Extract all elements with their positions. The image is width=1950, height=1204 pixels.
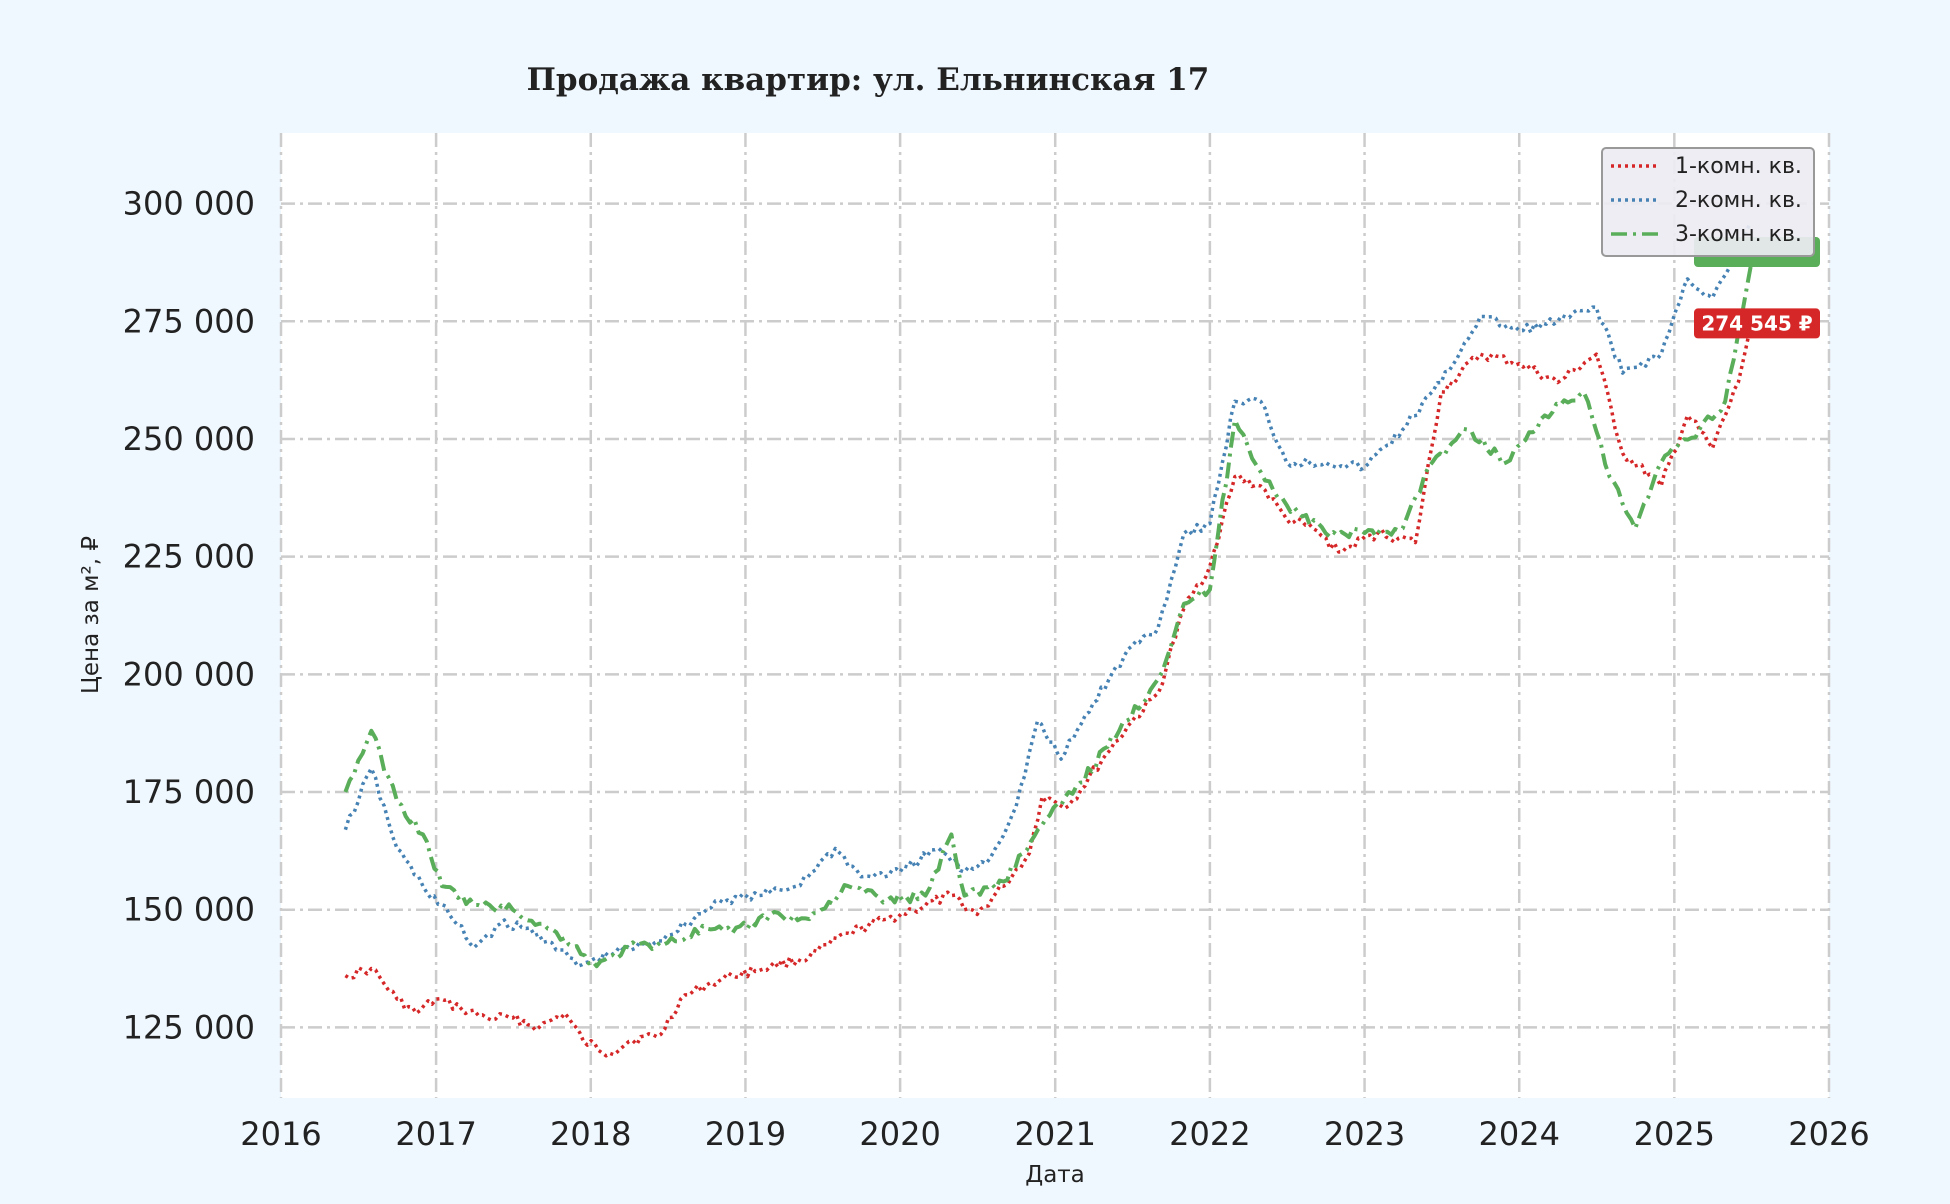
- x-tick-label: 2019: [705, 1115, 786, 1153]
- y-tick-label: 250 000: [123, 420, 255, 458]
- y-tick-label: 275 000: [123, 302, 255, 340]
- legend[interactable]: 1-комн. кв. 2-комн. кв. 3-комн. кв.: [1601, 147, 1815, 257]
- legend-label[interactable]: 1-комн. кв.: [1675, 154, 1802, 179]
- x-tick-label: 2025: [1634, 1115, 1715, 1153]
- legend-box: [1601, 147, 1815, 257]
- series-group: [343, 221, 1753, 1058]
- grid: [279, 133, 1831, 1098]
- y-tick-label: 150 000: [123, 891, 255, 929]
- series-line-3: [343, 264, 1753, 969]
- x-tick-label: 2023: [1324, 1115, 1405, 1153]
- x-tick-label: 2018: [550, 1115, 631, 1153]
- chart-title: Продажа квартир: ул. Ельнинская 17: [527, 62, 1210, 98]
- end-value-label: 274 545 ₽: [1701, 311, 1812, 335]
- legend-label[interactable]: 3-комн. кв.: [1675, 222, 1802, 247]
- x-axis-label: Дата: [1025, 1162, 1085, 1188]
- x-tick-label: 2016: [240, 1115, 321, 1153]
- x-tick-label: 2017: [395, 1115, 476, 1153]
- end-value-badge: [1694, 308, 1820, 339]
- y-axis-label: Цена за м², ₽: [78, 536, 104, 694]
- x-tick-label: 2020: [859, 1115, 940, 1153]
- legend-label[interactable]: 2-комн. кв.: [1675, 188, 1802, 213]
- x-tick-label: 2026: [1788, 1115, 1869, 1153]
- y-tick-label: 125 000: [123, 1008, 255, 1046]
- series-line-2: [343, 221, 1753, 968]
- axis-ticks: 2016 2017 2018 2019 2020 2021 2022 2023 2024 2025…: [123, 185, 1870, 1153]
- x-tick-label: 2024: [1479, 1115, 1560, 1153]
- x-tick-label: 2021: [1014, 1115, 1095, 1153]
- y-tick-label: 225 000: [123, 538, 255, 576]
- x-tick-label: 2022: [1169, 1115, 1250, 1153]
- y-tick-label: 300 000: [123, 185, 255, 223]
- y-tick-label: 200 000: [123, 655, 255, 693]
- y-tick-label: 175 000: [123, 773, 255, 811]
